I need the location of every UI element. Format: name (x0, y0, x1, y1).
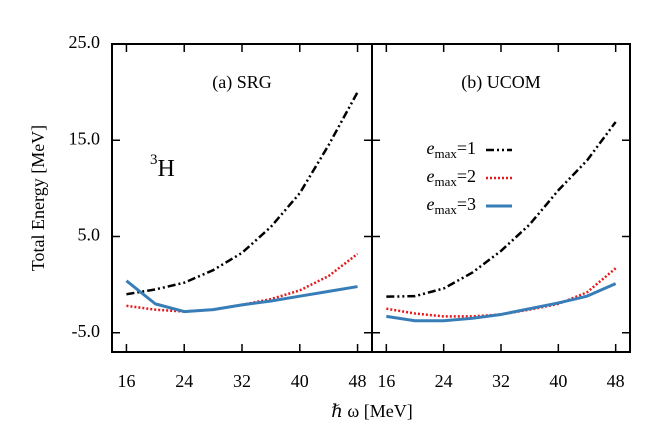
y-tick-label: -5.0 (72, 321, 101, 341)
legend-label: emax=1 (426, 138, 476, 161)
x-tick-label: 48 (349, 371, 367, 391)
x-tick-label: 32 (233, 371, 251, 391)
panel-title: (a) SRG (212, 72, 272, 93)
x-tick-label: 48 (607, 371, 625, 391)
legend-label: emax=3 (426, 194, 476, 217)
y-tick-label: 15.0 (69, 128, 101, 148)
panel-title: (b) UCOM (461, 72, 541, 93)
data-line (126, 252, 359, 313)
data-line (126, 91, 359, 296)
x-tick-label: 16 (377, 371, 395, 391)
x-axis-label: ℏ ω [MeV] (331, 401, 412, 421)
x-tick-label: 40 (549, 371, 567, 391)
y-tick-label: 5.0 (78, 225, 101, 245)
plot-frame (371, 43, 631, 353)
data-line (386, 282, 617, 323)
x-tick-label: 24 (435, 371, 453, 391)
x-tick-label: 16 (117, 371, 135, 391)
y-tick-label: 25.0 (69, 32, 101, 52)
data-line (386, 267, 617, 318)
y-axis-label: Total Energy [MeV] (28, 125, 48, 271)
data-line (386, 121, 617, 298)
x-tick-label: 24 (175, 371, 193, 391)
annotation: 3H (150, 152, 175, 181)
x-tick-label: 32 (492, 371, 510, 391)
legend-label: emax=2 (426, 166, 476, 189)
x-tick-label: 40 (291, 371, 309, 391)
data-line (125, 279, 358, 314)
